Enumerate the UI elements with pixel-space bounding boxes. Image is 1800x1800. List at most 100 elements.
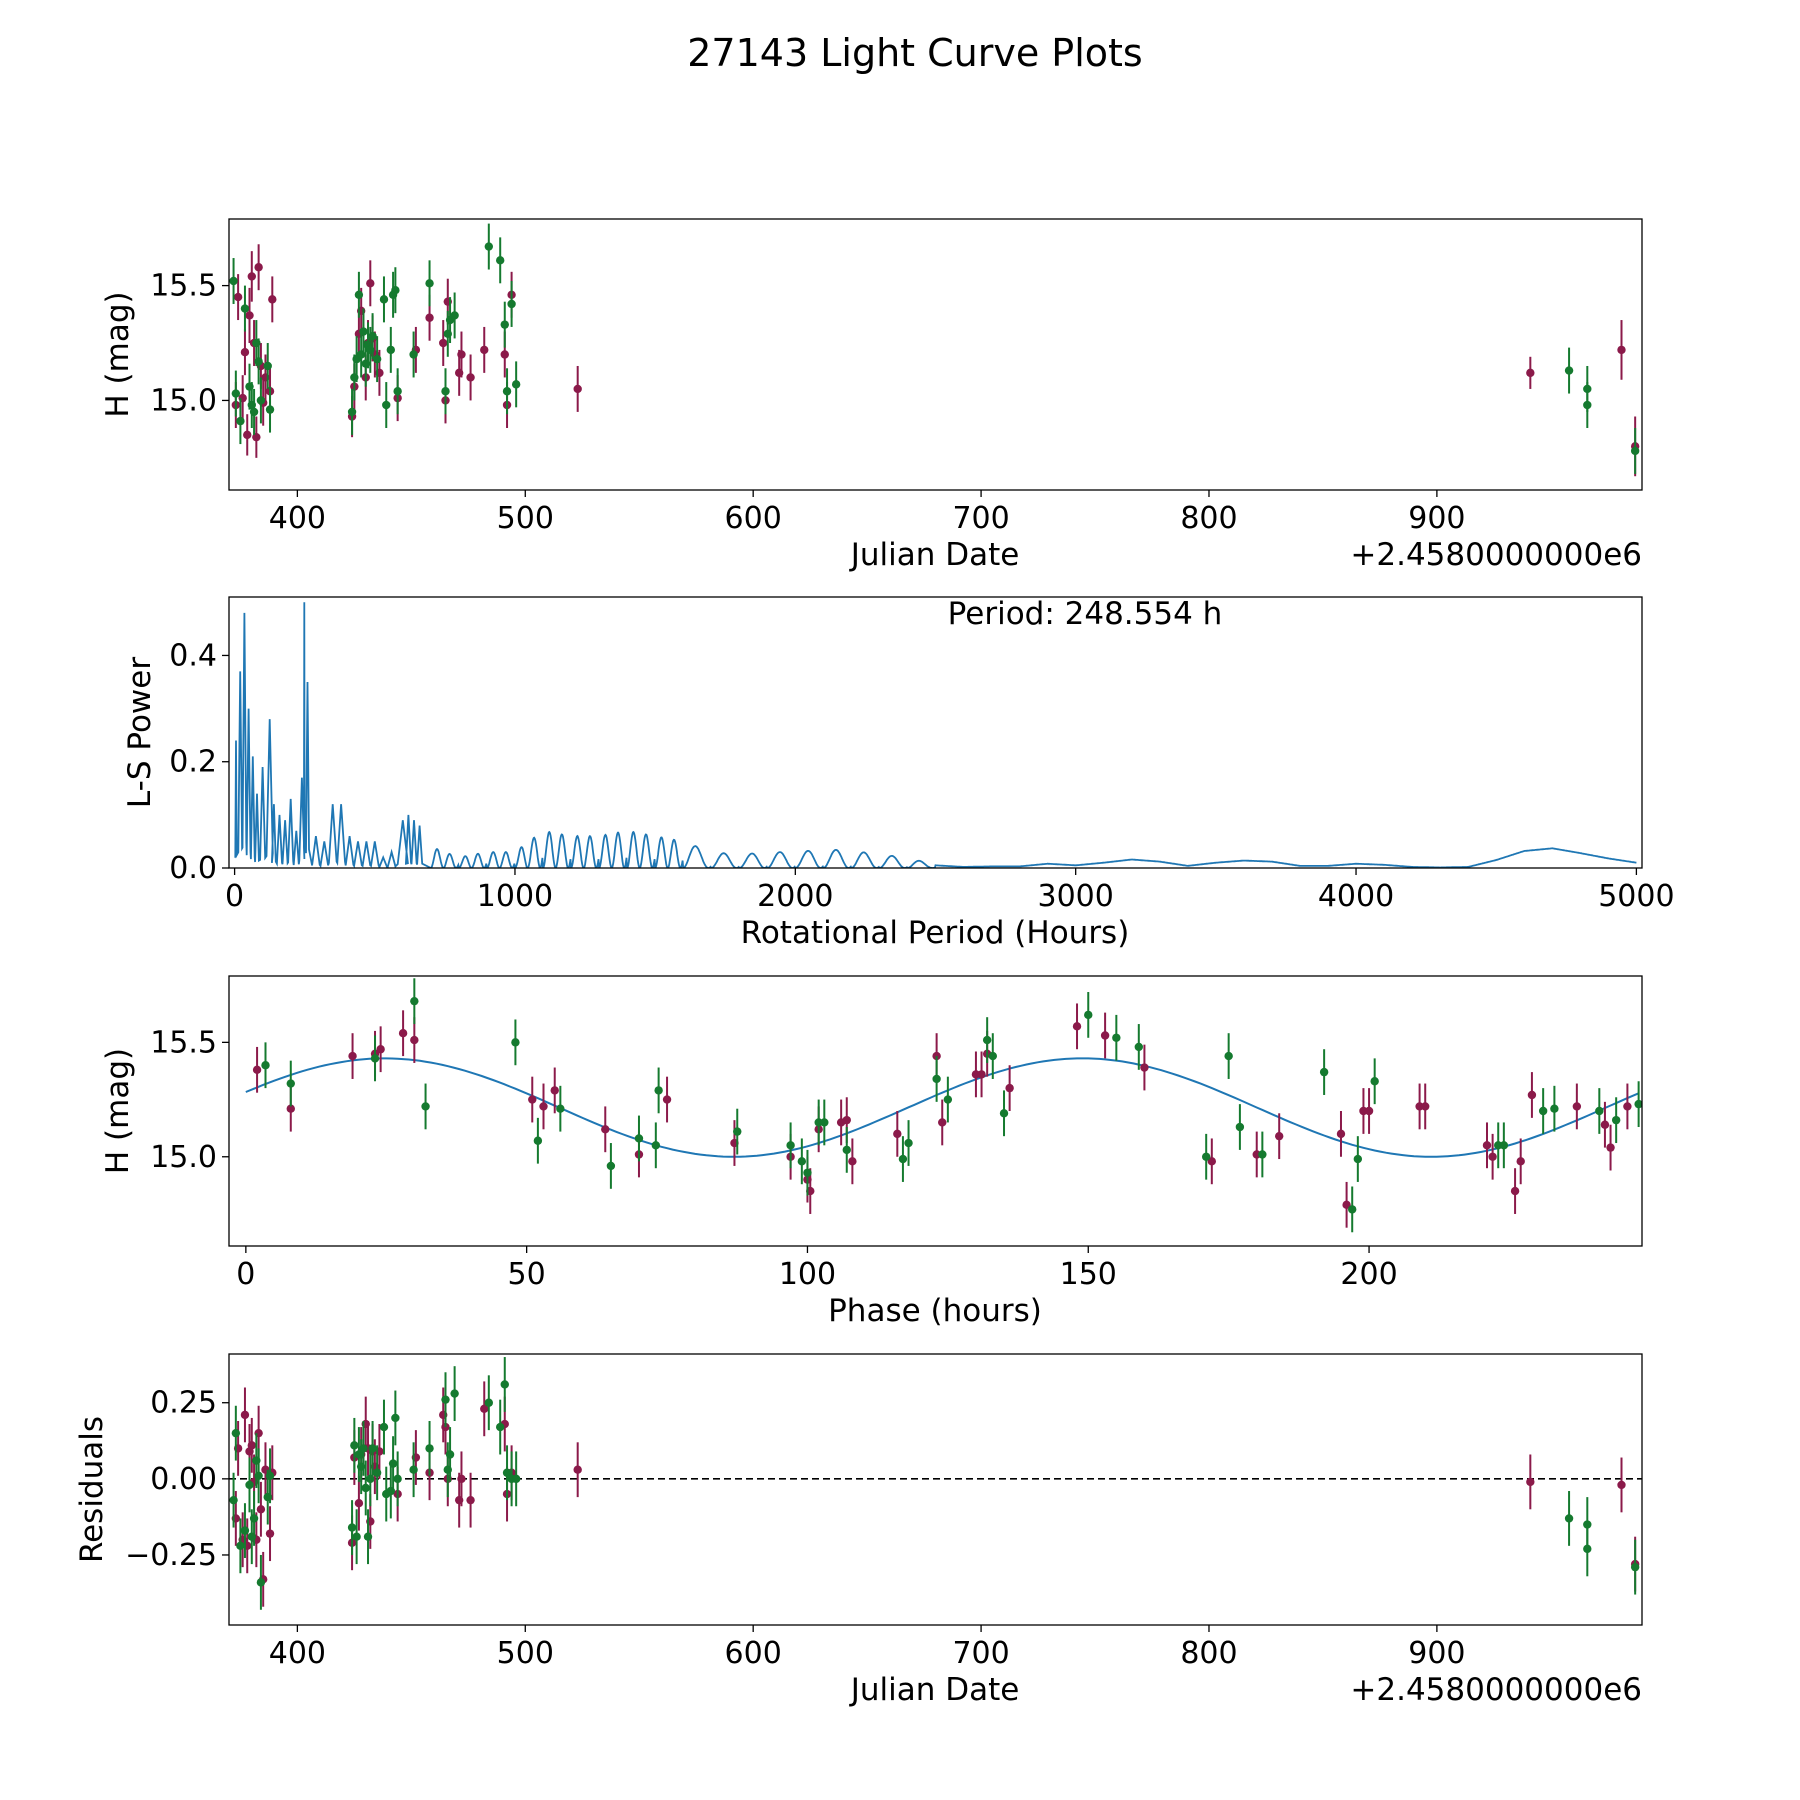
data-point <box>601 1125 610 1134</box>
x-tick-label: 150 <box>1060 1257 1117 1292</box>
data-point <box>1488 1152 1497 1161</box>
data-point <box>393 1474 402 1484</box>
y-tick-label: 15.0 <box>150 1140 217 1175</box>
x-tick-label: 1000 <box>477 879 553 914</box>
data-point <box>1482 1141 1492 1150</box>
phased-lightcurve-panel: 0 50 100 150 200 15.0 15.5 Phase (hours) H (mag) <box>100 975 1643 1329</box>
x-tick-label: 700 <box>952 1636 1009 1671</box>
data-point <box>354 1499 364 1508</box>
data-point <box>268 295 277 304</box>
x-tick-label: 400 <box>269 1636 326 1671</box>
data-point <box>441 387 450 396</box>
data-point <box>502 1468 512 1477</box>
data-point <box>450 1389 459 1398</box>
data-point <box>1564 366 1574 375</box>
data-point <box>1275 1131 1284 1141</box>
data-point <box>1235 1122 1245 1132</box>
data-point <box>733 1127 742 1136</box>
period-annotation: Period: 248.554 h <box>948 596 1223 632</box>
x-axis-label: Phase (hours) <box>828 1293 1042 1329</box>
y-tick-label: 15.0 <box>150 383 217 418</box>
y-axis-label: H (mag) <box>100 1048 136 1174</box>
data-point <box>376 1045 385 1054</box>
data-point <box>350 1441 359 1450</box>
data-point <box>1201 1152 1211 1161</box>
data-point <box>1364 1106 1374 1116</box>
data-point <box>1342 1200 1351 1210</box>
data-point <box>1623 1102 1632 1111</box>
data-point <box>240 1526 250 1535</box>
data-point <box>247 1441 256 1450</box>
data-point <box>511 380 521 389</box>
data-point <box>500 350 509 359</box>
data-point <box>556 1104 565 1113</box>
series-filter-b <box>261 978 1642 1233</box>
data-point <box>539 1102 548 1111</box>
data-point <box>240 304 250 313</box>
data-point <box>938 1118 947 1127</box>
data-point <box>249 407 259 417</box>
data-point <box>243 430 252 440</box>
data-point <box>982 1035 992 1045</box>
data-point <box>1595 1106 1604 1116</box>
data-point <box>1140 1063 1149 1072</box>
x-tick-label: 200 <box>1340 1257 1397 1292</box>
data-point <box>1550 1104 1559 1113</box>
data-point <box>370 1054 380 1063</box>
data-point <box>398 1029 408 1038</box>
data-point <box>366 1474 375 1484</box>
data-point <box>1353 1154 1363 1164</box>
data-point <box>354 290 364 299</box>
x-tick-label: 2000 <box>757 879 833 914</box>
data-point <box>533 1136 543 1145</box>
data-point <box>1207 1157 1217 1166</box>
data-point <box>550 1086 559 1095</box>
data-point <box>457 1474 466 1484</box>
data-point <box>480 1404 489 1414</box>
data-point <box>1348 1205 1357 1214</box>
data-point <box>1421 1102 1430 1111</box>
data-point <box>842 1145 851 1155</box>
data-point <box>848 1157 857 1166</box>
y-axis-label: H (mag) <box>100 291 136 417</box>
data-point <box>803 1168 812 1177</box>
plot-area <box>234 602 1637 868</box>
data-point <box>372 1468 382 1477</box>
data-point <box>528 1095 537 1104</box>
data-point <box>1005 1083 1014 1093</box>
data-point <box>893 1129 902 1139</box>
data-point <box>662 1095 672 1104</box>
data-point <box>484 1398 494 1407</box>
data-point <box>359 1444 368 1453</box>
data-point <box>511 1474 521 1484</box>
data-point <box>245 1480 254 1490</box>
data-point <box>286 1079 295 1088</box>
data-point <box>634 1134 644 1143</box>
data-point <box>1134 1042 1144 1052</box>
axes-frame <box>228 596 1643 869</box>
y-tick-label: 0.25 <box>150 1386 217 1421</box>
data-point <box>386 345 396 355</box>
lightcurve-panel: 400 500 600 700 800 900 15.0 15.5 Julian Date H (… <box>100 218 1643 573</box>
y-tick-label: 0.00 <box>150 1462 217 1497</box>
data-point <box>1606 1143 1615 1152</box>
data-point <box>606 1161 616 1171</box>
data-point <box>379 1422 389 1432</box>
data-point <box>1583 400 1592 410</box>
data-point <box>999 1109 1009 1118</box>
x-tick-label: 900 <box>1408 501 1465 536</box>
data-point <box>500 1380 509 1389</box>
axes-frame <box>228 975 1643 1247</box>
data-point <box>286 1104 295 1113</box>
x-axis-label: Julian Date <box>849 537 1020 573</box>
data-point <box>450 311 459 320</box>
data-point <box>388 1459 398 1468</box>
data-point <box>1526 1477 1535 1487</box>
data-point <box>1611 1115 1621 1125</box>
data-point <box>1224 1051 1233 1061</box>
data-point <box>265 1529 275 1538</box>
data-point <box>496 1422 505 1432</box>
data-point <box>261 1061 270 1070</box>
x-tick-label: 600 <box>725 1636 782 1671</box>
